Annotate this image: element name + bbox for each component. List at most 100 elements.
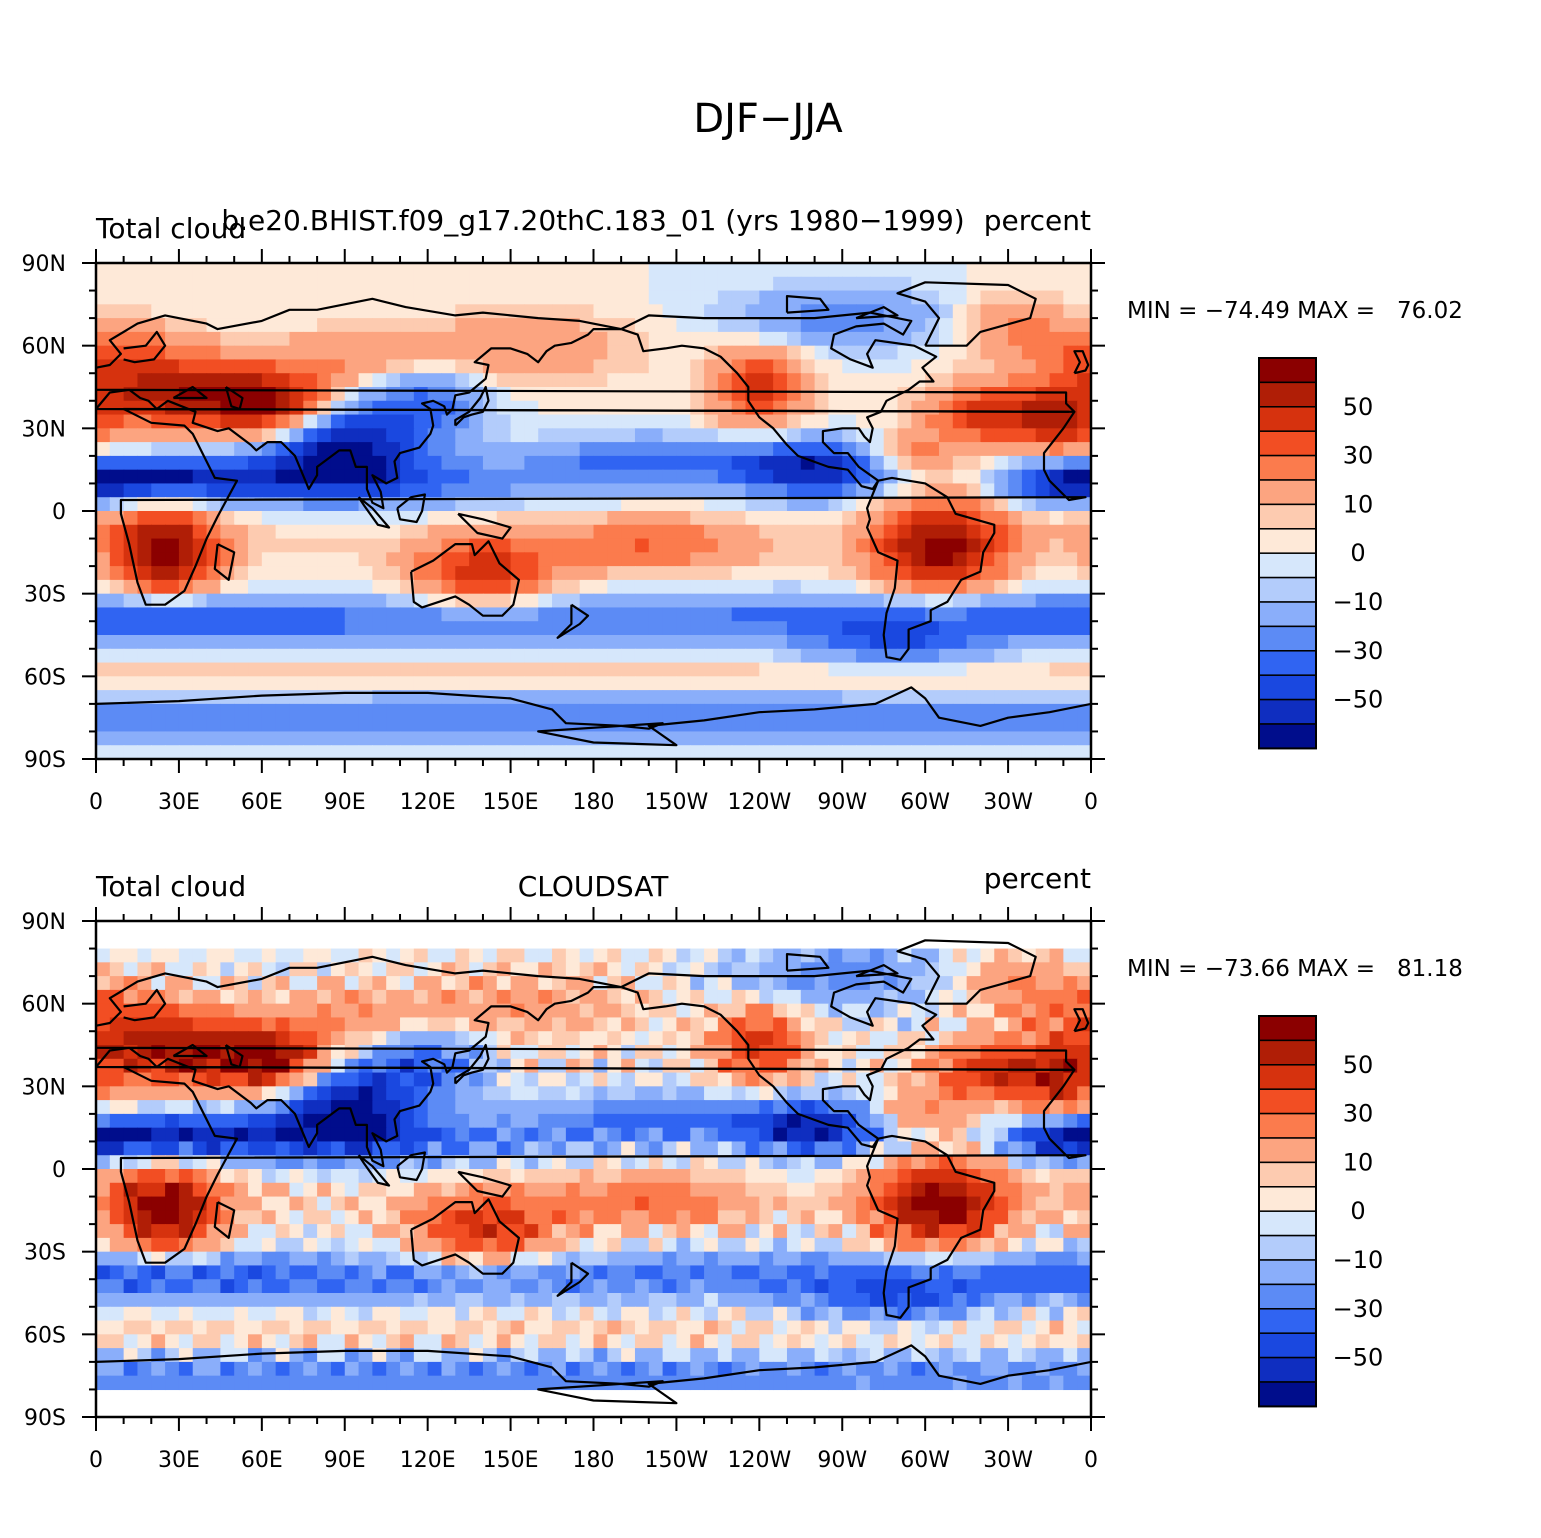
colorbar-swatch [1258,357,1317,384]
lat-tick-label: 0 [52,500,66,525]
panel-cloudsat-center-label: CLOUDSAT [518,870,670,903]
colorbar-swatch [1258,1161,1317,1188]
lat-tick-label: 60N [22,993,66,1018]
lon-tick-label: 120W [727,1448,791,1473]
colorbar-swatch [1258,1064,1317,1090]
lon-tick-label: 60W [900,1448,950,1473]
lon-tick-label: 30W [983,1448,1033,1473]
colorbar-swatch [1258,406,1317,432]
colorbar-swatch [1258,698,1317,725]
panel-model: Total cloud b.e20.BHIST.f09_g17.20thC.18… [22,204,1463,815]
lon-tick-label: 120E [400,1448,456,1473]
colorbar-swatch [1258,1088,1317,1115]
colorbar-label: 30 [1343,442,1374,470]
lon-tick-label: 0 [89,790,103,815]
lat-tick-label: 0 [52,1158,66,1183]
colorbar-label: 30 [1343,1100,1374,1128]
colorbar-label: −30 [1333,1295,1384,1323]
colorbar-label: −50 [1333,1344,1384,1372]
colorbar-label: 50 [1343,1051,1374,1079]
colorbar-label: −10 [1333,588,1384,616]
colorbar-swatch [1258,723,1317,750]
lat-labels-cloudsat: 90N 60N 30N 0 30S 60S 90S [22,910,66,1431]
lon-tick-label: 180 [573,1448,615,1473]
stats-model: MIN = −74.49 MAX = 76.02 [1127,298,1463,324]
colorbar-swatch [1258,430,1317,457]
colorbar-label: 0 [1350,1197,1365,1225]
lat-tick-label: 60S [24,1323,66,1348]
lon-tick-label: 120W [727,790,791,815]
ticks-cloudsat [82,907,1105,1431]
colorbar-swatch [1258,650,1317,676]
lon-tick-label: 30E [158,1448,200,1473]
coastlines-cloudsat [96,939,1091,1405]
lon-tick-label: 60E [241,1448,283,1473]
lon-tick-label: 30W [983,790,1033,815]
lat-tick-label: 90N [22,252,66,277]
lat-tick-label: 60N [22,335,66,360]
lat-labels-model: 90N 60N 30N 0 30S 60S 90S [22,252,66,773]
lon-tick-label: 120E [400,790,456,815]
lon-tick-label: 60E [241,790,283,815]
colorbar-swatch [1258,552,1317,579]
lon-tick-label: 0 [1084,790,1098,815]
lat-tick-label: 90S [24,1406,66,1431]
lon-tick-label: 90E [324,1448,366,1473]
lon-tick-label: 60W [900,790,950,815]
map-field-model [96,263,1091,759]
lat-tick-label: 90N [22,910,66,935]
colorbar-label: −10 [1333,1246,1384,1274]
colorbar-swatch [1258,1137,1317,1164]
colorbar-label: 10 [1343,1148,1374,1176]
colorbar-swatch [1258,1332,1317,1359]
colorbar-label: 0 [1350,539,1365,567]
lon-tick-label: 30E [158,790,200,815]
colorbar-model: 50 30 10 0 −10 −30 −50 [1258,357,1384,750]
colorbar-swatch [1258,1186,1317,1212]
lon-tick-label: 150W [645,790,709,815]
colorbar-swatch [1258,479,1317,506]
panel-model-left-label: Total cloud [95,212,246,245]
colorbar-swatch [1258,1356,1317,1383]
colorbar-swatch [1258,1283,1317,1310]
lat-tick-label: 30S [24,1241,66,1266]
colorbar-swatch [1258,1112,1317,1139]
lat-tick-label: 30N [22,417,66,442]
lon-labels-model: 0 30E 60E 90E 120E 150E 180 150W 120W 90W 60W 30W 0 [89,790,1098,815]
lon-tick-label: 0 [1084,1448,1098,1473]
figure-title: DJF−JJA [693,96,843,142]
colorbar-swatch [1258,1308,1317,1334]
colorbar-swatch [1258,1381,1317,1408]
colorbar-label: 50 [1343,393,1374,421]
colorbar-swatch [1258,1015,1317,1042]
lon-tick-label: 180 [573,790,615,815]
colorbar-swatch [1258,625,1317,652]
lon-tick-label: 150E [483,1448,539,1473]
colorbar-label: −30 [1333,637,1384,665]
lat-tick-label: 30S [24,583,66,608]
colorbar-label: 10 [1343,490,1374,518]
stats-cloudsat: MIN = −73.66 MAX = 81.18 [1127,956,1463,982]
map-field-cloudsat [96,921,1091,1417]
colorbar-swatch [1258,528,1317,554]
lon-tick-label: 0 [89,1448,103,1473]
lon-tick-label: 90E [324,790,366,815]
ticks-model [82,249,1105,773]
panel-model-right-label: percent [984,204,1091,237]
lon-labels-cloudsat: 0 30E 60E 90E 120E 150E 180 150W 120W 90W 60W 30W 0 [89,1448,1098,1473]
colorbar-swatch [1258,1234,1317,1261]
panel-cloudsat-right-label: percent [984,862,1091,895]
colorbar-cloudsat: 50 30 10 0 −10 −30 −50 [1258,1015,1384,1408]
lat-tick-label: 30N [22,1075,66,1100]
colorbar-swatch [1258,381,1317,408]
panel-cloudsat: Total cloud CLOUDSAT percent 90N 60N 30N 0 3… [22,862,1463,1473]
panel-model-center-label: b.e20.BHIST.f09_g17.20thC.183_01 (yrs 19… [221,204,964,237]
colorbar-swatch [1258,1259,1317,1286]
lat-tick-label: 60S [24,665,66,690]
lon-tick-label: 90W [817,1448,867,1473]
lat-tick-label: 90S [24,748,66,773]
coastlines-model [96,281,1091,747]
colorbar-swatch [1258,1039,1317,1066]
lon-tick-label: 150W [645,1448,709,1473]
